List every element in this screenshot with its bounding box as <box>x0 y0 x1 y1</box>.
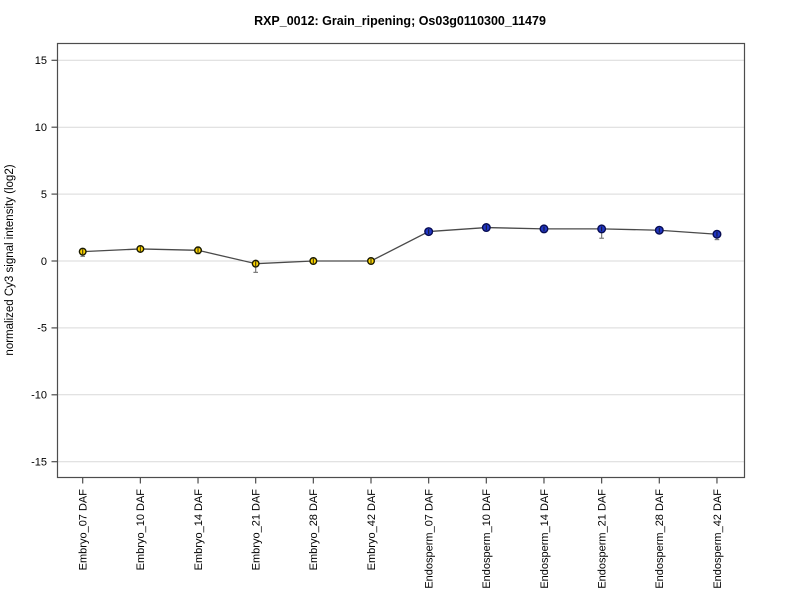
y-tick-label: -15 <box>31 457 47 469</box>
x-tick-label: Endosperm_28 DAF <box>654 489 666 589</box>
x-tick-label: Embryo_28 DAF <box>308 489 320 571</box>
plot-generated-layer: 15 10 5 0 -5 -10 -15 Embryo_07 DAF Embryo_10 DAF… <box>31 42 746 589</box>
y-tick-label: 15 <box>35 55 47 67</box>
y-tick-label: -10 <box>31 390 47 402</box>
chart-title: RXP_0012: Grain_ripening; Os03g0110300_1… <box>254 14 546 28</box>
y-axis-label: normalized Cy3 signal intensity (log2) <box>4 164 16 355</box>
x-tick-label: Endosperm_21 DAF <box>596 489 608 589</box>
x-tick-label: Embryo_21 DAF <box>251 489 263 571</box>
y-tick-label: 0 <box>41 256 47 268</box>
x-tick-label: Endosperm_42 DAF <box>712 489 724 589</box>
y-tick-label: -5 <box>37 323 47 335</box>
x-tick-label: Endosperm_10 DAF <box>481 489 493 589</box>
series-line <box>82 226 718 265</box>
y-tick-label: 10 <box>35 122 47 134</box>
y-tick-label: 5 <box>41 189 47 201</box>
x-tick-label: Embryo_14 DAF <box>193 489 205 571</box>
x-tick-label: Embryo_07 DAF <box>78 489 90 571</box>
x-tick-label: Embryo_10 DAF <box>135 489 147 571</box>
x-tick-label: Endosperm_07 DAF <box>424 489 436 589</box>
x-tick-label: Embryo_42 DAF <box>366 489 378 571</box>
x-tick-label: Endosperm_14 DAF <box>539 489 551 589</box>
